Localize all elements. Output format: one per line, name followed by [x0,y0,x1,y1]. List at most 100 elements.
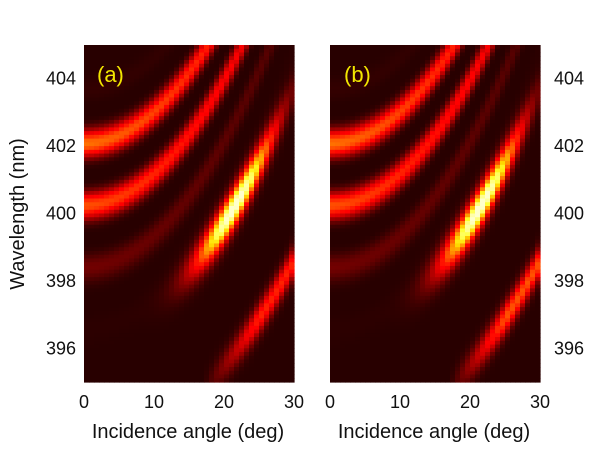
heatmap-cell [380,310,386,316]
heatmap-cell [99,134,105,140]
heatmap-cell [169,138,175,143]
heatmap-cell [335,374,341,379]
heatmap-cell [144,52,150,57]
heatmap-cell [154,59,160,65]
heatmap-cell [114,303,120,308]
heatmap-cell [204,220,210,226]
heatmap-cell [219,82,225,87]
heatmap-cell [244,299,250,304]
heatmap-cell [189,127,195,132]
heatmap-cell [224,247,230,252]
heatmap-cell [244,127,250,132]
heatmap-cell [119,59,125,65]
heatmap-cell [129,325,135,331]
heatmap-cell [174,82,180,87]
heatmap-cell [144,378,150,383]
heatmap-cell [385,310,391,316]
heatmap-cell [204,322,210,327]
heatmap-cell [229,250,235,256]
heatmap-cell [370,97,376,102]
heatmap-cell [104,164,110,170]
heatmap-cell [194,378,200,383]
heatmap-cell [259,363,265,368]
heatmap-cell [274,146,280,151]
heatmap-cell [139,194,145,200]
heatmap-cell [94,179,100,185]
heatmap-cell [114,273,120,278]
heatmap-cell [274,161,280,166]
heatmap-cell [385,322,391,327]
heatmap-cell [274,265,280,271]
heatmap-cell [269,157,275,162]
heatmap-cell [259,59,265,65]
heatmap-cell [154,325,160,331]
heatmap-cell [274,104,280,110]
heatmap-cell [289,378,295,383]
heatmap-cell [375,262,381,267]
heatmap-cell [229,183,235,188]
heatmap-cell [385,157,391,162]
heatmap-cell [289,93,295,99]
heatmap-cell [199,348,205,353]
heatmap-cell [350,378,356,383]
heatmap-cell [159,235,165,241]
heatmap-cell [164,273,170,278]
heatmap-cell [335,187,341,192]
heatmap-cell [289,292,295,297]
heatmap-cell [144,67,150,72]
heatmap-cell [380,172,386,177]
heatmap-cell [159,213,165,218]
heatmap-cell [264,89,270,95]
heatmap-cell [350,348,356,353]
heatmap-cell [365,194,371,200]
heatmap-cell [385,89,391,95]
heatmap-cell [269,48,275,54]
heatmap-cell [355,220,361,226]
heatmap-cell [360,104,366,110]
heatmap-cell [274,168,280,173]
heatmap-cell [179,280,185,286]
heatmap-cell [129,97,135,102]
heatmap-cell [284,254,290,260]
heatmap-cell [380,198,386,203]
heatmap-cell [144,82,150,87]
heatmap-cell [385,265,391,271]
heatmap-cell [229,359,235,364]
heatmap-cell [124,48,130,54]
heatmap-cell [385,295,391,301]
heatmap-cell [390,67,396,72]
heatmap-cell [139,97,145,102]
heatmap-cell [350,337,356,342]
heatmap-cell [380,116,386,121]
heatmap-cell [204,239,210,245]
heatmap-cell [385,370,391,376]
heatmap-cell [380,67,386,72]
heatmap-cell [154,168,160,173]
heatmap-cell [169,45,175,50]
heatmap-cell [224,329,230,334]
heatmap-cell [149,355,155,361]
heatmap-cell [84,243,90,248]
heatmap-cell [149,269,155,275]
heatmap-cell [330,198,336,203]
heatmap-cell [154,157,160,162]
heatmap-cell [229,161,235,166]
heatmap-cell [179,299,185,304]
heatmap-cell [184,202,190,207]
heatmap-cell [375,333,381,338]
heatmap-cell [204,153,210,158]
heatmap-cell [144,202,150,207]
heatmap-cell [269,292,275,297]
heatmap-cell [239,239,245,245]
heatmap-cell [89,250,95,256]
heatmap-cell [114,235,120,241]
heatmap-cell [264,157,270,162]
heatmap-cell [139,198,145,203]
heatmap-cell [164,52,170,57]
heatmap-cell [129,146,135,151]
heatmap-cell [99,213,105,218]
heatmap-cell [229,239,235,245]
heatmap-cell [335,224,341,230]
heatmap-cell [239,56,245,61]
heatmap-cell [89,239,95,245]
